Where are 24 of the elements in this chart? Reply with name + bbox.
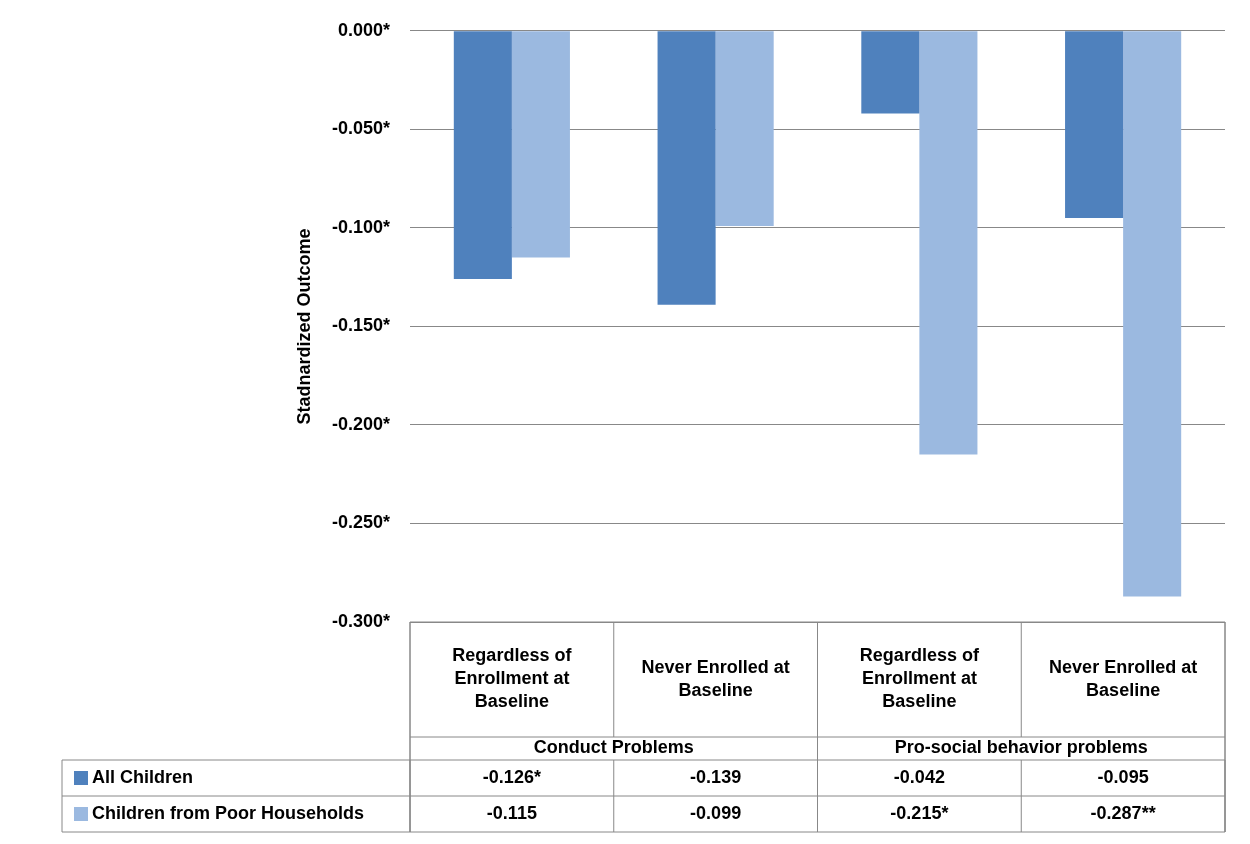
y-tick-label: -0.050* xyxy=(331,118,390,139)
data-label: -0.287** xyxy=(1090,802,1156,823)
x-tick-label: Regardless of Enrollment at Baseline xyxy=(859,645,980,712)
x-tick-label: Never Enrolled at Baseline xyxy=(1049,656,1198,700)
data-label: -0.215* xyxy=(890,802,949,823)
text: Pro-social behavior problems xyxy=(894,737,1148,758)
data-label: -0.115 xyxy=(486,802,537,823)
data-label: -0.126* xyxy=(482,766,541,787)
data-label: -0.099 xyxy=(690,802,742,823)
y-tick-label: -0.150* xyxy=(331,315,390,336)
data-label: -0.139 xyxy=(690,766,742,787)
y-axis-title: Stadnardized Outcome xyxy=(293,228,314,425)
y-tick-label: -0.100* xyxy=(331,216,390,237)
y-tick-label: -0.200* xyxy=(331,413,390,434)
x-tick-label: Never Enrolled at Baseline xyxy=(641,656,790,700)
y-tick-label: 0.000* xyxy=(337,19,390,40)
y-tick-label: -0.300* xyxy=(331,610,390,631)
x-tick-label: Regardless of Enrollment at Baseline xyxy=(452,645,573,712)
data-label: -0.095 xyxy=(1097,766,1149,787)
legend-label: All Children xyxy=(92,766,194,787)
legend-label: Children from Poor Households xyxy=(92,802,365,823)
data-label: -0.042 xyxy=(893,766,945,787)
text: Conduct Problems xyxy=(533,737,694,758)
y-tick-label: -0.250* xyxy=(331,512,390,533)
